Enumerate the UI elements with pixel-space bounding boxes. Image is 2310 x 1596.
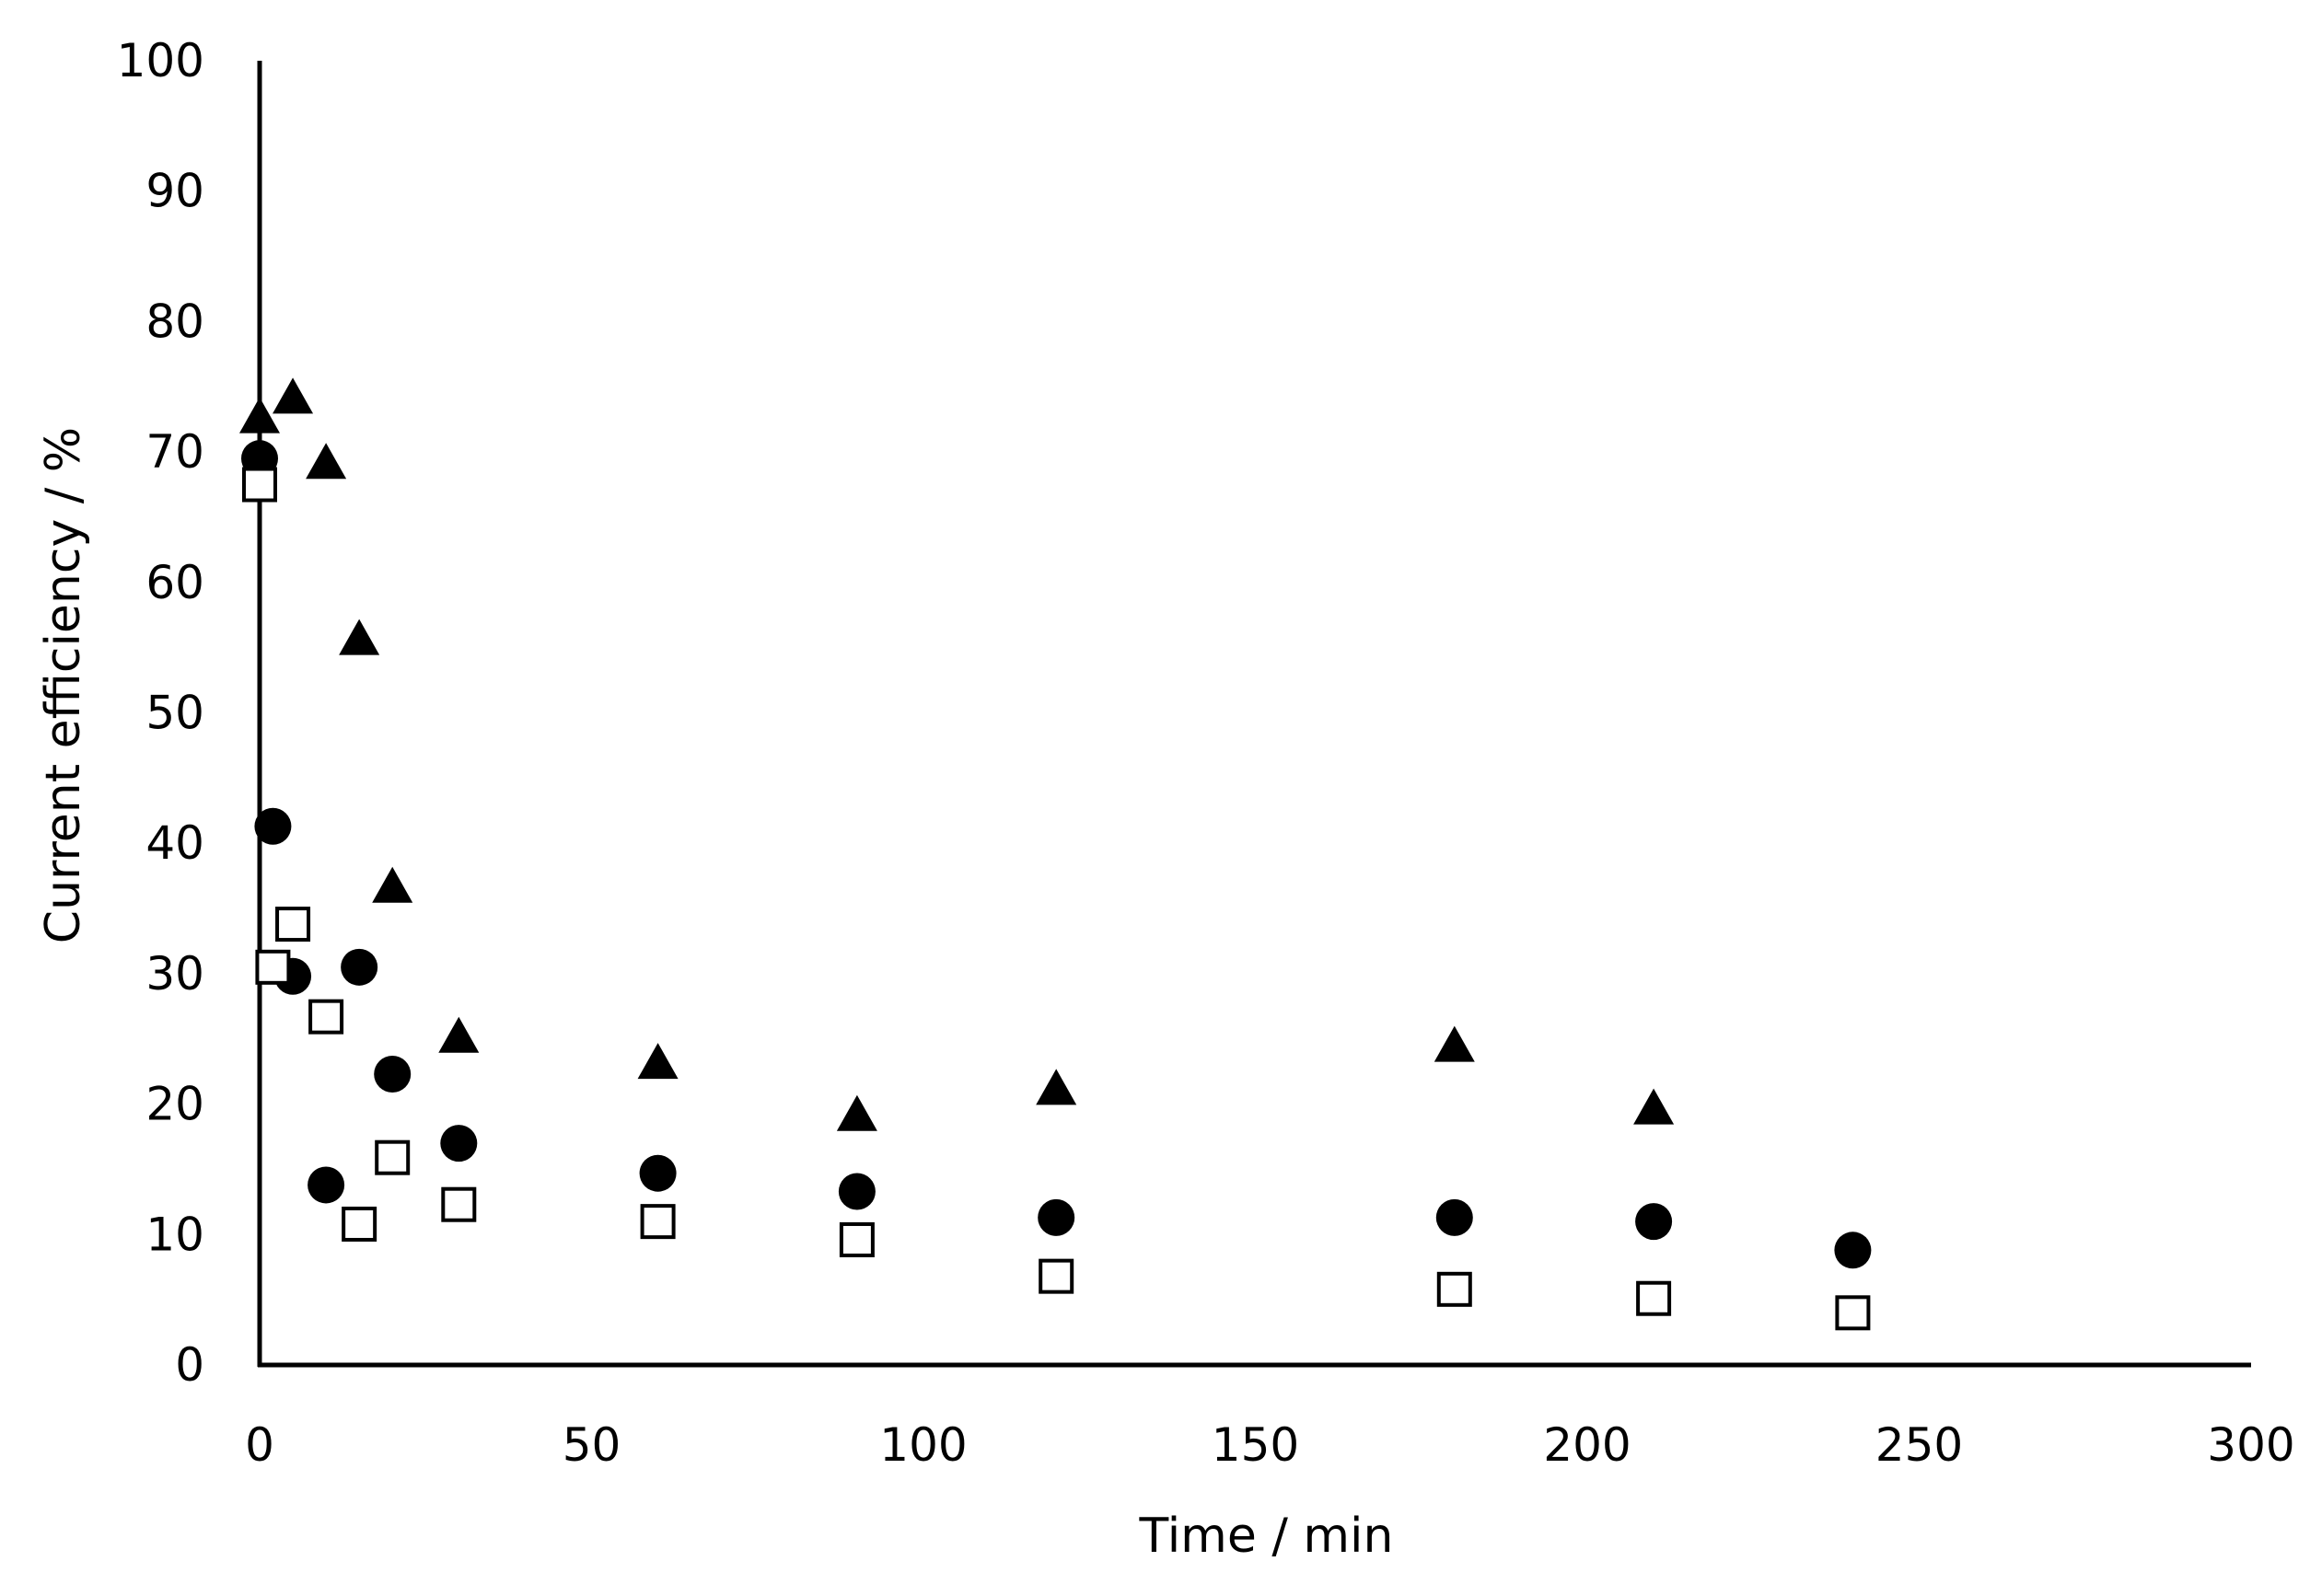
x-tick-label: 200 — [1543, 1418, 1631, 1472]
y-tick-label: 70 — [145, 425, 204, 479]
triangle-point — [438, 1016, 480, 1053]
x-tick-label: 100 — [879, 1418, 967, 1472]
x-tick-label: 150 — [1212, 1418, 1299, 1472]
y-tick-label: 60 — [145, 556, 204, 609]
data-points — [239, 377, 1872, 1331]
square-point — [342, 1206, 377, 1242]
y-tick-label: 50 — [145, 687, 204, 740]
circle-point — [1435, 1198, 1473, 1236]
y-tick-labels: 0 10 20 30 40 50 60 70 80 90 100 — [117, 34, 204, 1392]
triangle-point — [836, 1094, 877, 1131]
triangle-point — [372, 866, 413, 903]
circle-point — [639, 1154, 677, 1192]
circle-point — [254, 807, 292, 845]
x-axis-title: Time / min — [1139, 1509, 1394, 1564]
circle-point — [838, 1173, 876, 1210]
triangle-point — [239, 397, 280, 434]
square-point — [308, 999, 344, 1035]
y-tick-label: 0 — [175, 1338, 204, 1392]
square-point — [640, 1204, 676, 1240]
y-tick-label: 30 — [145, 947, 204, 1000]
triangle-point — [637, 1043, 679, 1080]
x-tick-label: 300 — [2207, 1418, 2294, 1472]
y-tick-label: 100 — [117, 34, 204, 87]
square-point — [255, 949, 291, 985]
triangle-point — [1434, 1025, 1475, 1062]
square-point — [275, 907, 311, 943]
triangle-point — [1036, 1069, 1077, 1105]
triangle-point — [306, 443, 347, 480]
circle-point — [1834, 1232, 1872, 1269]
y-tick-label: 20 — [145, 1078, 204, 1131]
circle-point — [374, 1056, 412, 1093]
x-tick-label: 250 — [1875, 1418, 1963, 1472]
y-tick-label: 10 — [145, 1208, 204, 1261]
square-point — [375, 1139, 411, 1175]
circle-point — [440, 1125, 478, 1162]
square-point — [839, 1221, 875, 1257]
square-point — [242, 467, 277, 503]
y-tick-label: 90 — [145, 165, 204, 218]
square-point — [441, 1186, 477, 1222]
triangle-point — [339, 619, 380, 655]
x-tick-label: 0 — [245, 1418, 274, 1472]
circle-point — [308, 1166, 345, 1204]
circle-point — [1038, 1198, 1075, 1236]
series-open-square — [242, 467, 1871, 1331]
square-point — [1636, 1280, 1672, 1316]
y-axis-title: Current efficiency / % — [36, 427, 91, 943]
square-point — [1835, 1295, 1871, 1331]
triangle-point — [1633, 1088, 1675, 1125]
triangle-point — [273, 377, 314, 414]
series-filled-triangle — [239, 377, 1675, 1131]
y-tick-label: 80 — [145, 295, 204, 348]
x-tick-label: 50 — [563, 1418, 621, 1472]
square-point — [1436, 1271, 1472, 1307]
x-tick-labels: 0 50 100 150 200 250 300 — [245, 1418, 2295, 1472]
y-tick-label: 40 — [145, 816, 204, 870]
square-point — [1039, 1258, 1074, 1294]
circle-point — [341, 948, 378, 986]
circle-point — [1635, 1203, 1673, 1241]
